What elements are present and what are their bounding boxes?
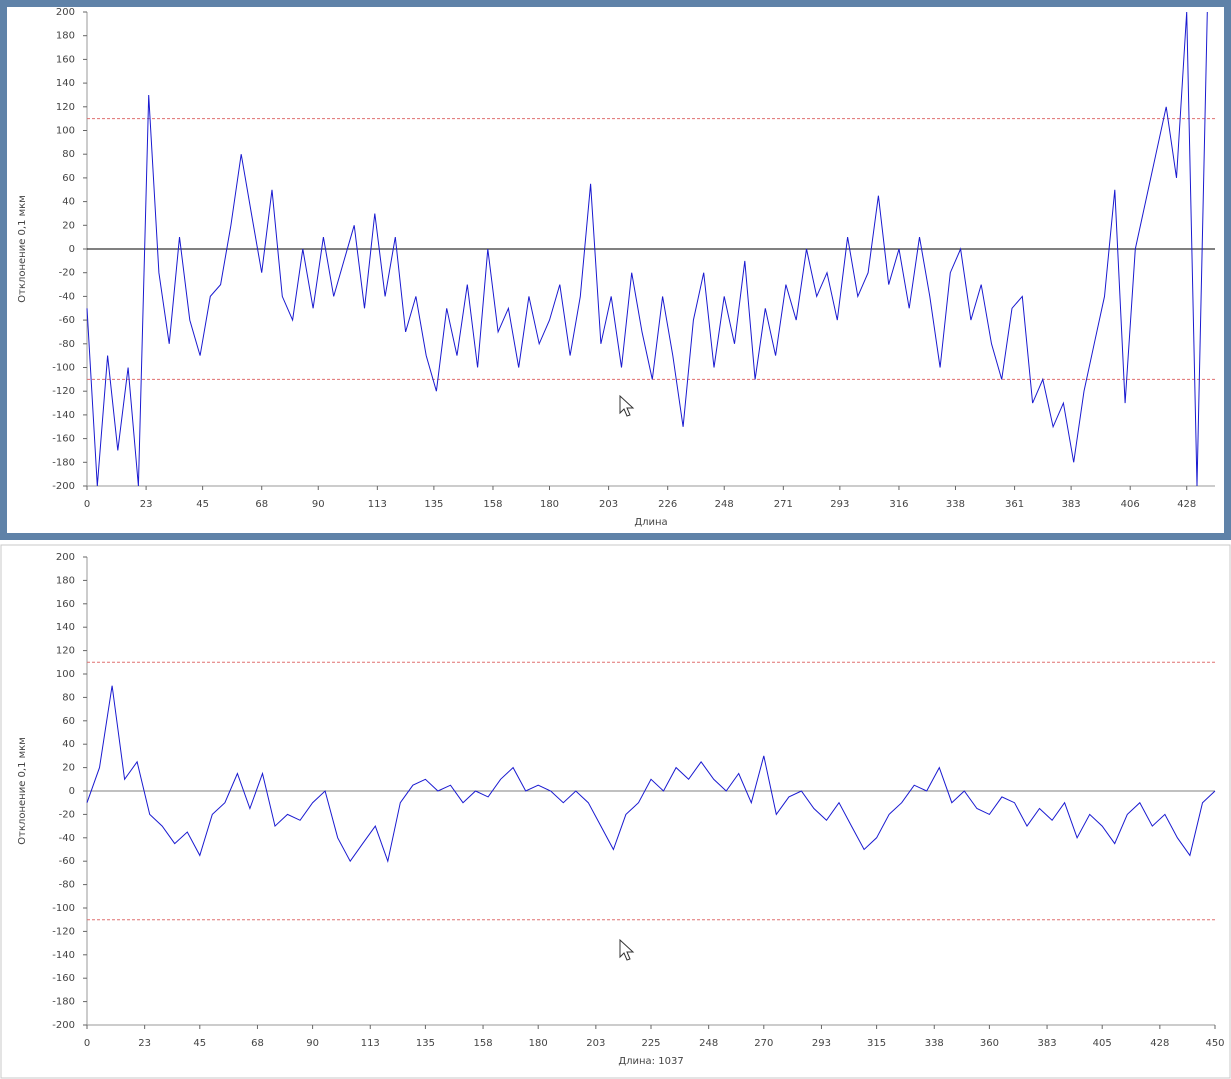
y-tick-label: 80 bbox=[62, 149, 75, 160]
x-tick-label: 293 bbox=[830, 499, 849, 510]
x-tick-label: 361 bbox=[1005, 499, 1024, 510]
x-tick-label: 23 bbox=[140, 499, 153, 510]
data-line bbox=[86, 11, 1208, 487]
x-tick-label: 338 bbox=[925, 1038, 944, 1049]
y-tick-label: 200 bbox=[56, 552, 75, 563]
x-tick-label: 90 bbox=[306, 1038, 319, 1049]
x-tick-label: 271 bbox=[774, 499, 793, 510]
x-tick-label: 316 bbox=[889, 499, 908, 510]
x-tick-label: 135 bbox=[416, 1038, 435, 1049]
y-tick-label: -140 bbox=[52, 950, 75, 961]
y-tick-label: 0 bbox=[69, 244, 75, 255]
x-tick-label: 248 bbox=[715, 499, 734, 510]
x-axis-label: Длина bbox=[634, 517, 667, 528]
y-tick-label: -100 bbox=[52, 903, 75, 914]
x-tick-label: 226 bbox=[658, 499, 677, 510]
y-tick-label: 0 bbox=[69, 786, 75, 797]
panel-body bbox=[7, 7, 1224, 533]
x-tick-label: 158 bbox=[483, 499, 502, 510]
y-tick-label: 200 bbox=[56, 7, 75, 18]
y-tick-label: -200 bbox=[52, 481, 75, 492]
y-tick-label: -160 bbox=[52, 434, 75, 445]
mouse-cursor bbox=[619, 938, 635, 961]
y-tick-label: -80 bbox=[59, 880, 75, 891]
y-tick-label: 40 bbox=[62, 739, 75, 750]
x-tick-label: 23 bbox=[138, 1038, 151, 1049]
x-tick-label: 338 bbox=[946, 499, 965, 510]
y-tick-label: -60 bbox=[59, 856, 75, 867]
y-tick-label: -20 bbox=[59, 268, 75, 279]
x-tick-label: 68 bbox=[251, 1038, 264, 1049]
y-axis-label: Отклонение 0,1 мкм bbox=[17, 737, 28, 845]
x-tick-label: 0 bbox=[84, 499, 90, 510]
x-tick-label: 90 bbox=[312, 499, 325, 510]
y-tick-label: -160 bbox=[52, 973, 75, 984]
data-line bbox=[86, 685, 1216, 864]
x-tick-label: 113 bbox=[368, 499, 387, 510]
y-tick-label: -200 bbox=[52, 1020, 75, 1031]
panel-body bbox=[0, 544, 1231, 1079]
x-tick-label: 315 bbox=[867, 1038, 886, 1049]
x-tick-label: 406 bbox=[1121, 499, 1140, 510]
x-tick-label: 225 bbox=[641, 1038, 660, 1049]
x-tick-label: 383 bbox=[1062, 499, 1081, 510]
y-tick-label: 100 bbox=[56, 126, 75, 137]
x-tick-label: 180 bbox=[529, 1038, 548, 1049]
x-tick-label: 0 bbox=[84, 1038, 90, 1049]
y-tick-label: -80 bbox=[59, 339, 75, 350]
x-tick-label: 293 bbox=[812, 1038, 831, 1049]
y-tick-label: 120 bbox=[56, 102, 75, 113]
y-tick-label: -180 bbox=[52, 457, 75, 468]
y-tick-label: -20 bbox=[59, 809, 75, 820]
x-tick-label: 428 bbox=[1177, 499, 1196, 510]
y-tick-label: 20 bbox=[62, 220, 75, 231]
x-tick-label: 360 bbox=[980, 1038, 999, 1049]
y-tick-label: 140 bbox=[56, 78, 75, 89]
x-tick-label: 270 bbox=[754, 1038, 773, 1049]
x-tick-label: 135 bbox=[424, 499, 443, 510]
y-tick-label: 160 bbox=[56, 54, 75, 65]
y-tick-label: -140 bbox=[52, 410, 75, 421]
y-tick-label: -180 bbox=[52, 997, 75, 1008]
y-tick-label: 80 bbox=[62, 692, 75, 703]
x-tick-label: 248 bbox=[699, 1038, 718, 1049]
y-tick-label: -40 bbox=[59, 291, 75, 302]
y-tick-label: -40 bbox=[59, 833, 75, 844]
x-tick-label: 405 bbox=[1093, 1038, 1112, 1049]
y-tick-label: -120 bbox=[52, 926, 75, 937]
x-tick-label: 45 bbox=[193, 1038, 206, 1049]
y-tick-label: 20 bbox=[62, 763, 75, 774]
x-tick-label: 45 bbox=[196, 499, 209, 510]
plots: Отклонение 0,1 мкмДлина-200-180-160-140-… bbox=[17, 7, 1225, 1067]
y-tick-label: 60 bbox=[62, 716, 75, 727]
y-tick-label: 60 bbox=[62, 173, 75, 184]
y-tick-label: 140 bbox=[56, 622, 75, 633]
x-tick-label: 203 bbox=[599, 499, 618, 510]
y-tick-label: -100 bbox=[52, 363, 75, 374]
y-tick-label: 40 bbox=[62, 197, 75, 208]
x-tick-label: 383 bbox=[1038, 1038, 1057, 1049]
x-tick-label: 113 bbox=[361, 1038, 380, 1049]
y-tick-label: 100 bbox=[56, 669, 75, 680]
x-tick-label: 68 bbox=[255, 499, 268, 510]
y-tick-label: 120 bbox=[56, 646, 75, 657]
mouse-cursor bbox=[619, 394, 635, 417]
x-tick-label: 450 bbox=[1205, 1038, 1224, 1049]
y-tick-label: -120 bbox=[52, 386, 75, 397]
x-tick-label: 428 bbox=[1150, 1038, 1169, 1049]
x-axis-label: Длина: 1037 bbox=[618, 1056, 683, 1067]
y-tick-label: 160 bbox=[56, 599, 75, 610]
y-axis-label: Отклонение 0,1 мкм bbox=[17, 195, 28, 303]
x-tick-label: 203 bbox=[586, 1038, 605, 1049]
x-tick-label: 158 bbox=[474, 1038, 493, 1049]
y-tick-label: -60 bbox=[59, 315, 75, 326]
x-tick-label: 180 bbox=[540, 499, 559, 510]
y-tick-label: 180 bbox=[56, 575, 75, 586]
y-tick-label: 180 bbox=[56, 31, 75, 42]
